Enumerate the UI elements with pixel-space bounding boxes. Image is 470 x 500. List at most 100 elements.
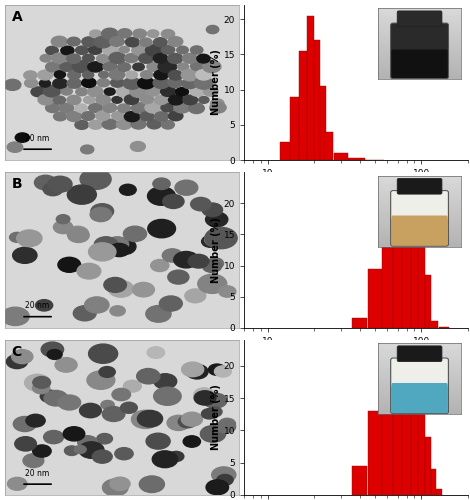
Circle shape [99, 72, 109, 78]
Circle shape [53, 78, 68, 88]
Circle shape [146, 87, 160, 96]
Bar [418, 238, 425, 328]
Circle shape [147, 62, 161, 72]
Circle shape [132, 103, 147, 113]
Circle shape [124, 94, 139, 104]
Circle shape [46, 46, 58, 54]
Circle shape [79, 442, 104, 458]
Circle shape [216, 420, 235, 433]
Circle shape [43, 183, 63, 196]
Circle shape [148, 187, 175, 206]
Circle shape [159, 296, 182, 311]
Circle shape [83, 72, 94, 78]
Circle shape [217, 474, 233, 486]
Circle shape [97, 78, 110, 87]
Circle shape [133, 282, 154, 297]
Circle shape [39, 80, 50, 87]
Circle shape [131, 142, 145, 152]
Circle shape [36, 300, 53, 311]
Circle shape [118, 104, 131, 112]
Circle shape [48, 176, 72, 192]
Circle shape [183, 436, 201, 447]
Circle shape [183, 95, 197, 104]
Circle shape [132, 410, 159, 428]
Circle shape [90, 30, 102, 38]
Circle shape [204, 86, 218, 96]
Circle shape [1, 307, 29, 326]
Circle shape [154, 70, 168, 80]
Circle shape [202, 203, 223, 216]
Circle shape [210, 102, 226, 113]
Bar [418, 398, 425, 495]
Circle shape [97, 434, 112, 444]
Circle shape [88, 45, 102, 54]
Circle shape [47, 350, 62, 360]
Circle shape [117, 86, 133, 97]
Circle shape [163, 194, 184, 208]
Bar [382, 210, 393, 328]
Circle shape [74, 446, 86, 454]
Circle shape [88, 62, 103, 72]
Circle shape [169, 452, 184, 462]
Circle shape [161, 30, 174, 38]
Circle shape [46, 103, 60, 113]
Circle shape [194, 77, 213, 89]
Circle shape [101, 400, 114, 409]
Circle shape [7, 142, 23, 152]
Circle shape [190, 46, 203, 54]
Circle shape [15, 436, 36, 451]
Circle shape [78, 436, 97, 448]
Circle shape [80, 145, 94, 154]
Circle shape [158, 60, 177, 73]
Circle shape [202, 260, 222, 272]
Circle shape [168, 54, 183, 64]
Circle shape [168, 111, 183, 120]
Bar [368, 411, 382, 495]
Circle shape [72, 60, 90, 72]
Circle shape [206, 480, 228, 494]
Circle shape [76, 46, 88, 54]
Bar [321, 86, 326, 160]
Circle shape [181, 412, 203, 426]
Circle shape [99, 366, 115, 378]
Circle shape [152, 451, 178, 468]
Circle shape [202, 236, 219, 248]
Circle shape [75, 120, 88, 130]
Circle shape [91, 204, 114, 218]
Circle shape [31, 87, 46, 97]
Circle shape [24, 374, 50, 391]
Circle shape [125, 54, 138, 62]
Circle shape [7, 354, 28, 368]
Circle shape [133, 63, 144, 70]
Y-axis label: Number (%): Number (%) [211, 50, 221, 116]
Circle shape [67, 185, 96, 204]
Circle shape [146, 433, 170, 449]
Circle shape [106, 237, 129, 252]
Circle shape [104, 88, 115, 95]
Circle shape [17, 230, 42, 246]
Circle shape [51, 36, 67, 47]
Circle shape [67, 38, 80, 46]
Circle shape [67, 54, 81, 64]
Circle shape [188, 254, 209, 268]
Bar [382, 369, 393, 495]
Circle shape [119, 184, 136, 196]
Circle shape [84, 96, 95, 104]
Circle shape [138, 78, 155, 89]
Circle shape [140, 38, 152, 46]
Circle shape [154, 387, 181, 406]
Circle shape [153, 178, 170, 190]
Circle shape [137, 410, 163, 427]
Circle shape [41, 342, 63, 357]
Circle shape [131, 119, 146, 129]
Bar [307, 16, 314, 160]
Circle shape [118, 62, 131, 72]
Circle shape [89, 243, 116, 261]
Bar [402, 182, 411, 328]
Circle shape [118, 28, 132, 38]
Circle shape [205, 228, 237, 248]
Circle shape [13, 248, 37, 264]
Circle shape [34, 176, 56, 190]
Bar [352, 318, 368, 328]
Circle shape [64, 446, 79, 456]
